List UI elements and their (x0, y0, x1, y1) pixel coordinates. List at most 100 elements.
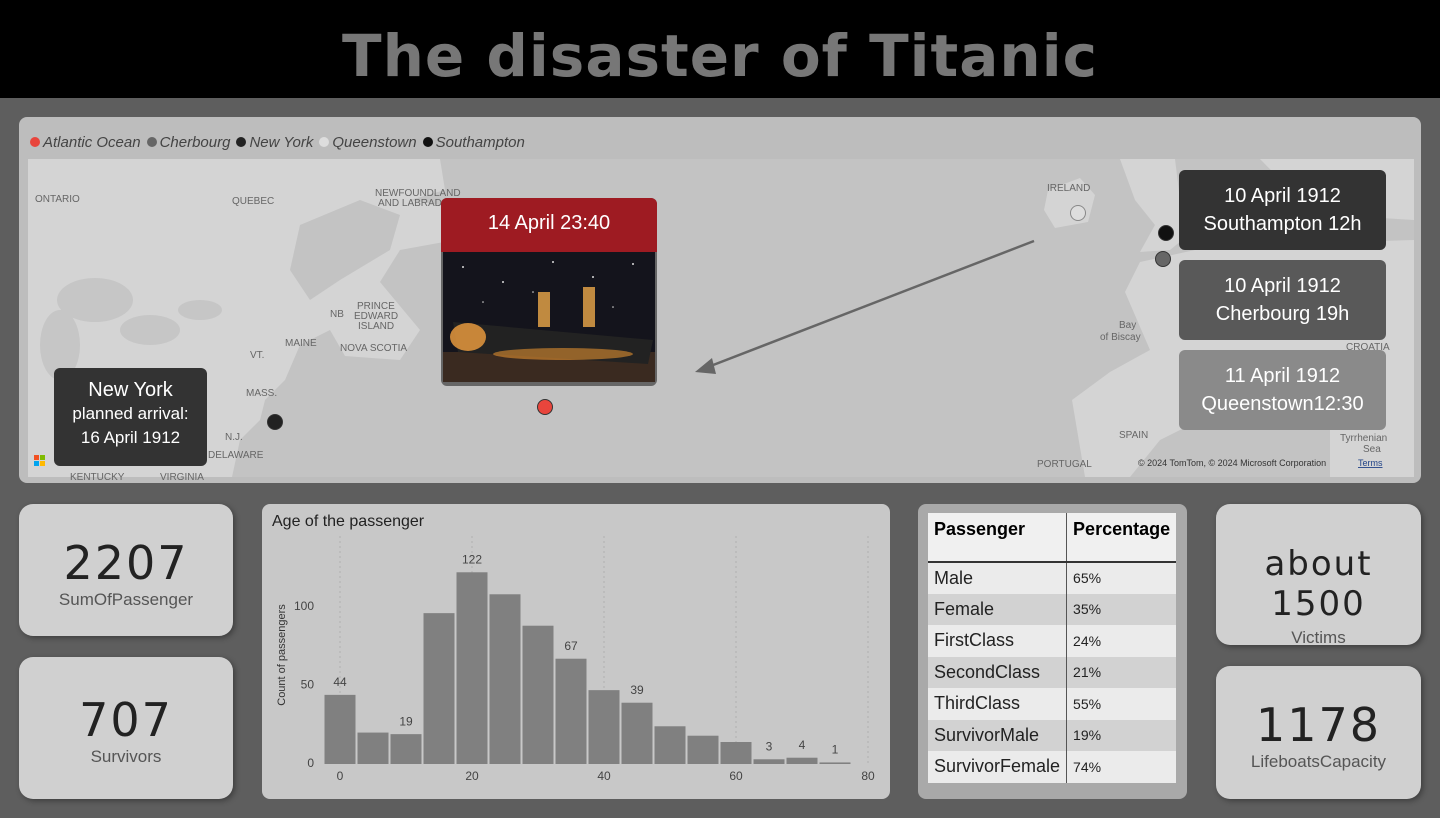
legend-label: Cherbourg (159, 134, 231, 151)
y-tick-label: 50 (301, 678, 315, 692)
table-cell: SurvivorFemale (934, 756, 1061, 777)
callout-text: 16 April 1912 (80, 428, 181, 447)
legend-item[interactable]: Cherbourg (146, 134, 231, 151)
place-label: Tyrrhenian (1340, 433, 1387, 444)
data-label: 4 (799, 738, 806, 752)
y-tick-label: 0 (307, 756, 314, 770)
table-row: Male 65% (928, 562, 1177, 594)
callout-text: Southampton 12h (1203, 213, 1362, 235)
chart-title: Age of the passenger (272, 513, 425, 530)
kpi-card: about 1500 Victims (1216, 504, 1421, 647)
attribution: © 2024 TomTom, © 2024 Microsoft Corporat… (1138, 458, 1326, 468)
column-header[interactable]: Percentage (1066, 513, 1177, 563)
table-cell: 74% (1066, 751, 1177, 783)
route-arrow (707, 239, 1035, 369)
place-label: PRINCE (357, 301, 395, 312)
data-label: 19 (399, 714, 413, 728)
legend-item[interactable]: Queenstown (319, 134, 417, 151)
legend-item[interactable]: Atlantic Ocean (30, 134, 141, 151)
map-point[interactable] (1158, 225, 1174, 241)
ms-logo (34, 455, 45, 466)
ship-image (443, 252, 655, 382)
bar (555, 658, 587, 764)
bar (621, 702, 653, 764)
cherbourg-callout: 10 April 1912 Cherbourg 19h (1179, 260, 1386, 340)
place-label: AND LABRADOR (378, 198, 457, 209)
place-label: N.J. (225, 432, 243, 443)
table-cell: Male (934, 567, 974, 588)
table-cell: 21% (1066, 656, 1177, 688)
bar (522, 625, 554, 764)
table-row: ThirdClass 55% (928, 688, 1177, 720)
legend-item[interactable]: Southampton (422, 134, 525, 151)
x-tick-label: 80 (861, 769, 875, 783)
bar (687, 735, 719, 764)
map-point[interactable] (1155, 251, 1171, 267)
kpi-value: about 1500 (1264, 544, 1373, 624)
place-label: NB (330, 309, 344, 320)
table-row: Female 35% (928, 593, 1177, 625)
bar (786, 757, 818, 764)
x-tick-label: 40 (597, 769, 611, 783)
table-cell: Female (934, 598, 995, 619)
callout-date: 10 April 1912 (1224, 275, 1341, 297)
callout-text: planned arrival: (72, 404, 189, 423)
place-label: PORTUGAL (1037, 459, 1092, 470)
column-header[interactable]: Passenger (928, 513, 1067, 563)
table-row: FirstClass 24% (928, 625, 1177, 657)
callout-date: 11 April 1912 (1224, 365, 1341, 387)
bar (654, 726, 686, 764)
table-row: SurvivorFemale 74% (928, 751, 1177, 783)
bar (423, 613, 455, 764)
legend-swatch (236, 137, 247, 147)
legend-swatch (422, 137, 433, 147)
place-label: KENTUCKY (70, 472, 125, 483)
table-cell: 19% (1066, 719, 1177, 751)
place-label: NOVA SCOTIA (340, 343, 407, 354)
map-point[interactable] (267, 414, 283, 430)
terms-link[interactable]: Terms (1358, 458, 1383, 468)
bar (390, 734, 422, 764)
place-label: VT. (250, 350, 264, 361)
table-cell: 24% (1066, 625, 1177, 657)
kpi-card: 707 Survivors (19, 657, 233, 799)
place-labels: ONTARIO QUEBEC NEWFOUNDLAND AND LABRADOR… (35, 183, 1390, 483)
legend-item[interactable]: New York (236, 134, 313, 151)
callout-title: New York (88, 379, 173, 401)
map-point[interactable] (1070, 205, 1086, 221)
data-label: 122 (462, 552, 482, 566)
bar (819, 762, 851, 764)
table-cell: ThirdClass (934, 693, 1021, 714)
legend-label: Queenstown (332, 134, 417, 151)
kpi-card: 2207 SumOfPassenger (19, 504, 233, 636)
bar (324, 694, 356, 764)
place-label: NEWFOUNDLAND (375, 188, 461, 199)
legend-swatch (30, 137, 40, 147)
bar (456, 572, 488, 764)
data-label: 3 (766, 739, 773, 753)
data-label: 1 (832, 743, 839, 757)
legend-swatch (146, 137, 157, 147)
place-label: MAINE (285, 338, 317, 349)
bar (720, 742, 752, 764)
kpi-label: Victims (1291, 628, 1346, 647)
place-label: of Biscay (1100, 332, 1141, 343)
kpi-card: 1178 LifeboatsCapacity (1216, 666, 1421, 799)
bar (489, 594, 521, 764)
kpi-value: 707 (79, 693, 173, 747)
arrow-head (695, 358, 716, 374)
legend-swatch (319, 137, 330, 147)
y-axis-title: Count of passengers (276, 604, 288, 706)
kpi-label: SumOfPassenger (58, 590, 194, 609)
place-label: VIRGINIA (160, 472, 204, 483)
place-label: Sea (1363, 444, 1381, 455)
x-tick-label: 20 (465, 769, 479, 783)
legend-label: Southampton (435, 134, 525, 151)
table-row: SurvivorMale 19% (928, 719, 1177, 751)
place-label: Bay (1119, 320, 1136, 331)
bar (588, 690, 620, 764)
table-cell: 55% (1066, 688, 1177, 720)
map-point[interactable] (537, 399, 553, 415)
sinking-callout: 14 April 23:40 (441, 198, 657, 386)
